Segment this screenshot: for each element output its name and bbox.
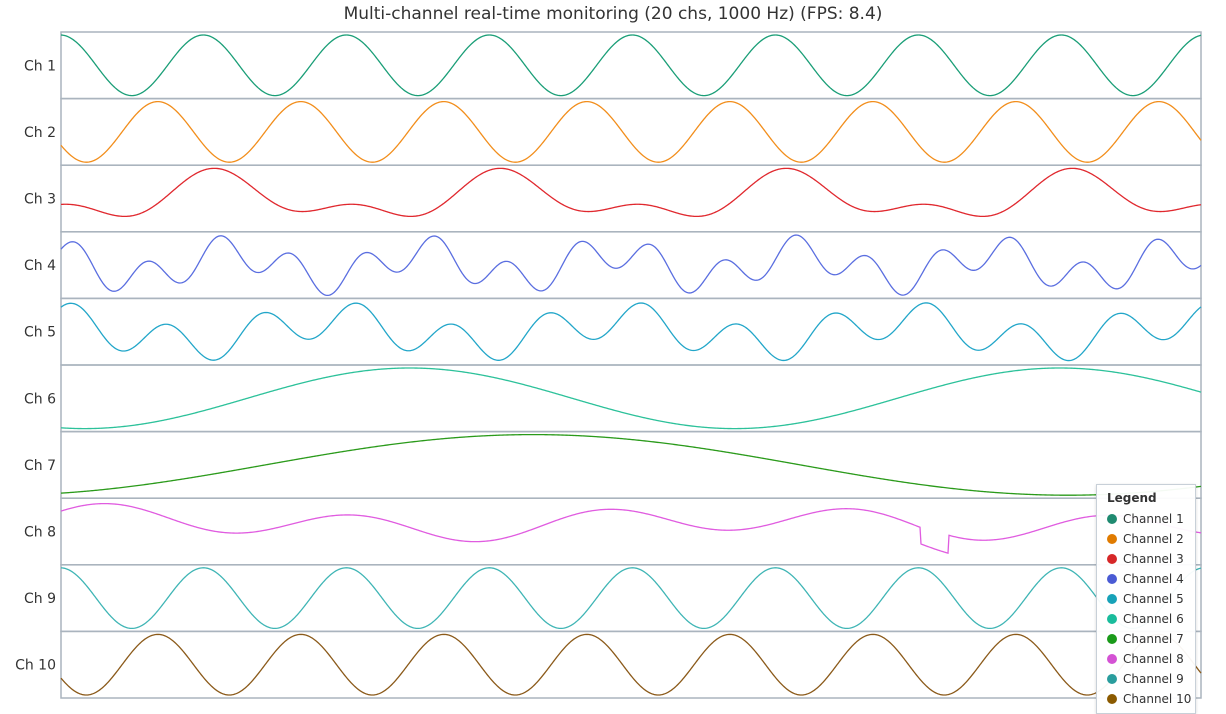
legend-dot-icon	[1107, 574, 1117, 584]
legend: Legend Channel 1 Channel 2 Channel 3 Channe…	[1096, 484, 1196, 714]
legend-item-label: Channel 2	[1123, 532, 1184, 546]
legend-item-4[interactable]: Channel 4	[1107, 569, 1195, 589]
channel-trace-8	[60, 502, 1202, 554]
channel-trace-1	[60, 34, 1202, 97]
legend-title: Legend	[1107, 491, 1157, 505]
legend-item-label: Channel 7	[1123, 632, 1184, 646]
legend-item-label: Channel 5	[1123, 592, 1184, 606]
legend-dot-icon	[1107, 534, 1117, 544]
channel-frame-6	[60, 364, 1202, 433]
channel-trace-2	[60, 100, 1202, 163]
legend-item-label: Channel 3	[1123, 552, 1184, 566]
legend-item-8[interactable]: Channel 8	[1107, 649, 1195, 669]
channel-trace-3	[60, 167, 1202, 218]
channel-trace-10	[60, 633, 1202, 696]
legend-dot-icon	[1107, 694, 1117, 704]
channel-trace-6	[60, 367, 1202, 430]
channel-label-6: Ch 6	[24, 391, 56, 407]
legend-item-10[interactable]: Channel 10	[1107, 689, 1195, 709]
channel-frame-2	[60, 97, 1202, 166]
legend-item-3[interactable]: Channel 3	[1107, 549, 1195, 569]
channel-label-5: Ch 5	[24, 325, 56, 341]
legend-dot-icon	[1107, 674, 1117, 684]
legend-dot-icon	[1107, 654, 1117, 664]
channel-frame-7	[60, 430, 1202, 499]
legend-dot-icon	[1107, 614, 1117, 624]
legend-item-label: Channel 1	[1123, 512, 1184, 526]
legend-item-7[interactable]: Channel 7	[1107, 629, 1195, 649]
legend-dot-icon	[1107, 554, 1117, 564]
channel-frame-9	[60, 564, 1202, 633]
legend-item-label: Channel 9	[1123, 672, 1184, 686]
legend-dot-icon	[1107, 594, 1117, 604]
channel-trace-5	[60, 302, 1202, 362]
legend-item-label: Channel 10	[1123, 692, 1192, 706]
channel-label-3: Ch 3	[24, 192, 56, 208]
channel-label-10: Ch 10	[15, 658, 56, 674]
channel-frame-8	[60, 497, 1202, 566]
legend-item-label: Channel 6	[1123, 612, 1184, 626]
legend-item-1[interactable]: Channel 1	[1107, 509, 1195, 529]
channel-frame-4	[60, 231, 1202, 300]
channel-label-8: Ch 8	[24, 525, 56, 541]
channel-label-9: Ch 9	[24, 591, 56, 607]
legend-dot-icon	[1107, 634, 1117, 644]
channel-trace-7	[60, 433, 1202, 496]
channel-label-7: Ch 7	[24, 458, 56, 474]
channel-frame-1	[60, 31, 1202, 100]
legend-item-2[interactable]: Channel 2	[1107, 529, 1195, 549]
chart-title: Multi-channel real-time monitoring (20 c…	[343, 4, 883, 24]
channel-label-4: Ch 4	[24, 258, 56, 274]
channel-frame-5	[60, 297, 1202, 366]
legend-item-label: Channel 4	[1123, 572, 1184, 586]
legend-item-6[interactable]: Channel 6	[1107, 609, 1195, 629]
legend-item-5[interactable]: Channel 5	[1107, 589, 1195, 609]
channel-frame-10	[60, 630, 1202, 699]
legend-item-9[interactable]: Channel 9	[1107, 669, 1195, 689]
channel-label-2: Ch 2	[24, 125, 56, 141]
legend-items: Channel 1 Channel 2 Channel 3 Channel 4 Chan…	[1107, 509, 1195, 709]
channel-trace-9	[60, 567, 1202, 630]
channel-label-1: Ch 1	[24, 58, 56, 74]
channel-trace-4	[60, 234, 1202, 297]
legend-item-label: Channel 8	[1123, 652, 1184, 666]
channel-frame-3	[60, 164, 1202, 233]
legend-dot-icon	[1107, 514, 1117, 524]
